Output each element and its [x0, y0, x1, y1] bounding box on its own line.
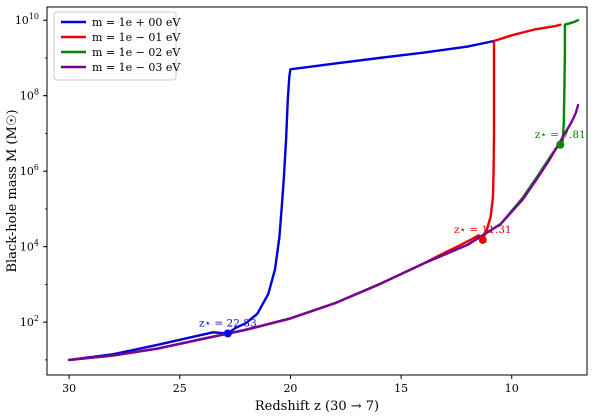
- marker-label-1: z⋆ = 11.31: [454, 224, 512, 236]
- legend-label-3: m = 1e − 03 eV: [92, 61, 181, 74]
- y-axis-title: Black-hole mass M (M☉): [5, 109, 20, 272]
- x-axis-title: Redshift z (30 → 7): [255, 399, 379, 414]
- legend: m = 1e + 00 eV m = 1e − 01 eV m = 1e − 02 …: [53, 11, 181, 81]
- y-tick-label-4: 1010: [15, 12, 39, 27]
- y-tick-label-2: 106: [20, 163, 39, 178]
- x-tick-label-2: 20: [283, 382, 297, 395]
- y-tick-label-3: 108: [20, 88, 39, 103]
- series-line-0: [67, 39, 496, 362]
- marker-label-2: z⋆ = 7.81: [535, 129, 586, 141]
- y-tick-label-0: 102: [20, 314, 39, 329]
- legend-label-0: m = 1e + 00 eV: [92, 16, 181, 29]
- x-tick-label-1: 25: [173, 382, 187, 395]
- marker-label-0: z⋆ = 22.83: [199, 317, 257, 329]
- marker-point-0: [223, 329, 232, 338]
- legend-box: [53, 11, 177, 81]
- y-tick-label-1: 104: [20, 239, 39, 254]
- legend-label-1: m = 1e − 01 eV: [92, 31, 181, 44]
- x-tick-label-0: 30: [62, 382, 76, 395]
- legend-label-2: m = 1e − 02 eV: [92, 46, 181, 59]
- marker-point-1: [478, 235, 487, 244]
- legend-items: m = 1e + 00 eV m = 1e − 01 eV m = 1e − 02 …: [61, 16, 181, 74]
- x-tick-label-4: 10: [505, 382, 519, 395]
- series-line-3: [67, 103, 580, 362]
- marker-point-2: [556, 140, 565, 149]
- x-tick-label-3: 15: [394, 382, 408, 395]
- x-axis-ticks: 30 25 20 15 10: [62, 375, 519, 395]
- marker-layer: z⋆ = 22.83 z⋆ = 11.31 z⋆ = 7.81: [199, 129, 586, 338]
